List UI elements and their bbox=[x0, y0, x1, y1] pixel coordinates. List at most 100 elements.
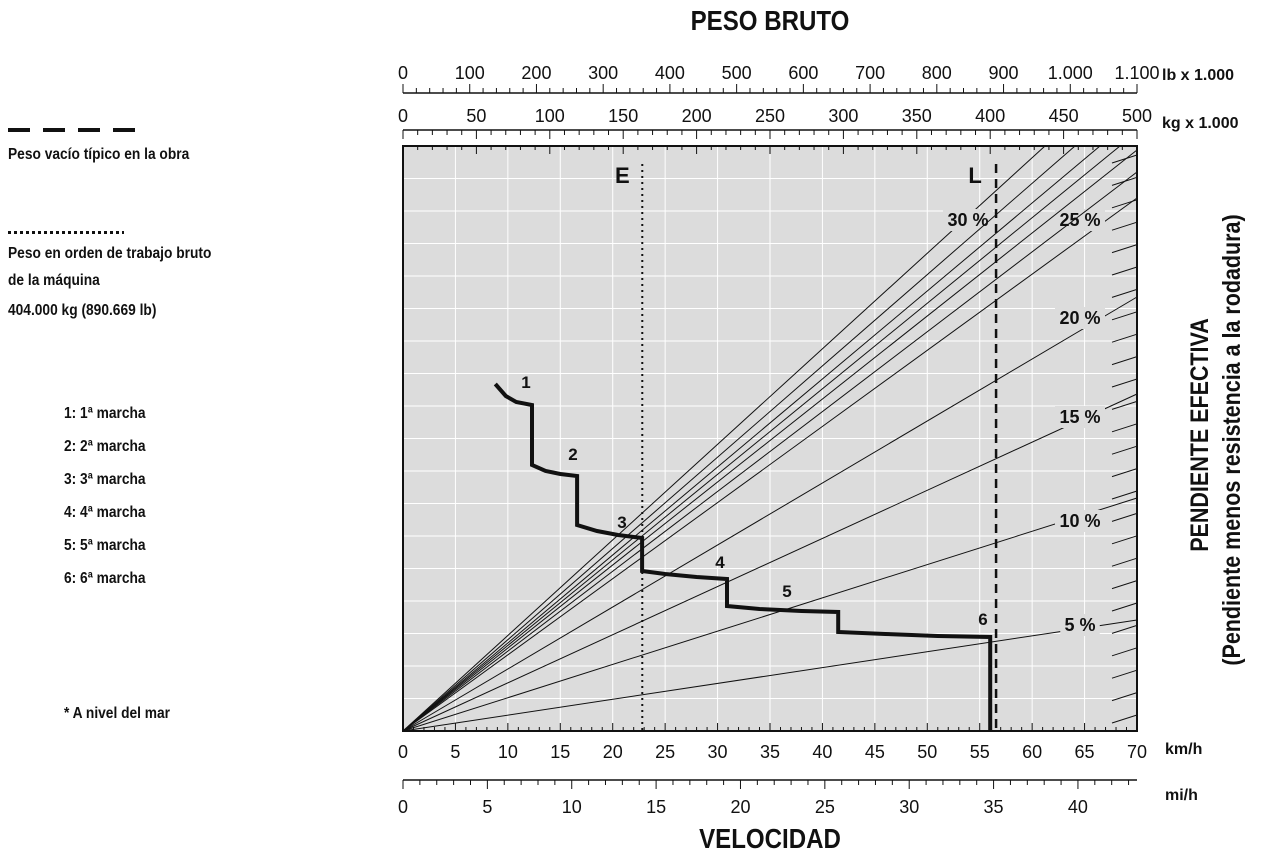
grade-label-bg bbox=[1055, 307, 1105, 329]
grade-line-5 bbox=[402, 619, 1138, 732]
rimpull-curve bbox=[493, 382, 993, 731]
kg-tick-label: 0 bbox=[398, 106, 408, 126]
grade-tick bbox=[1111, 176, 1138, 186]
gear-curve-label-6: 6 bbox=[978, 610, 987, 629]
empty-weight-label: E bbox=[615, 163, 630, 188]
mph-tick-label: 10 bbox=[562, 797, 582, 817]
kmh-tick-label: 35 bbox=[760, 742, 780, 762]
lb-tick-label: 0 bbox=[398, 63, 408, 83]
lb-tick-label: 1.000 bbox=[1048, 63, 1093, 83]
grade-tick bbox=[1111, 512, 1138, 522]
grade-tick bbox=[1111, 445, 1138, 455]
grade-label-5: 5 % bbox=[1064, 615, 1095, 635]
kg-tick-label: 350 bbox=[902, 106, 932, 126]
x-axis-title: VELOCIDAD bbox=[699, 822, 841, 854]
grade-tick bbox=[1111, 356, 1138, 366]
grade-line-30 bbox=[402, 145, 1046, 732]
mph-tick-label: 30 bbox=[899, 797, 919, 817]
grade-tick bbox=[1111, 400, 1138, 410]
lb-tick-label: 1.100 bbox=[1114, 63, 1159, 83]
grade-tick bbox=[1111, 244, 1138, 254]
grade-label-20: 20 % bbox=[1059, 308, 1100, 328]
grade-line-steep bbox=[402, 145, 1076, 732]
grade-tick bbox=[1111, 221, 1138, 231]
right-axis-subtitle: (Pendiente menos resistencia a la rodadu… bbox=[1217, 214, 1245, 665]
kmh-tick-label: 10 bbox=[498, 742, 518, 762]
grade-label-30: 30 % bbox=[947, 210, 988, 230]
gross-weight-value: 404.000 kg (890.669 lb) bbox=[8, 302, 157, 319]
loaded-weight-label: L bbox=[968, 163, 981, 188]
grade-tick bbox=[1111, 288, 1138, 298]
gear-legend-item-5: 5: 5ª marcha bbox=[64, 537, 146, 554]
kmh-tick-label: 60 bbox=[1022, 742, 1042, 762]
empty-weight-legend-label: Peso vacío típico en la obra bbox=[8, 146, 190, 163]
gear-curve-label-5: 5 bbox=[782, 582, 791, 601]
kg-tick-label: 200 bbox=[682, 106, 712, 126]
grade-tick bbox=[1111, 647, 1138, 657]
lb-tick-label: 700 bbox=[855, 63, 885, 83]
kmh-tick-label: 45 bbox=[865, 742, 885, 762]
sea-level-note: * A nivel del mar bbox=[64, 705, 171, 722]
kmh-tick-label: 40 bbox=[812, 742, 832, 762]
kmh-tick-label: 20 bbox=[603, 742, 623, 762]
grade-tick bbox=[1111, 602, 1138, 612]
gear-curve-label-4: 4 bbox=[715, 553, 725, 572]
grade-tick bbox=[1111, 580, 1138, 590]
grade-tick bbox=[1111, 557, 1138, 567]
kmh-tick-label: 0 bbox=[398, 742, 408, 762]
kmh-tick-label: 50 bbox=[917, 742, 937, 762]
grade-line-steep bbox=[402, 171, 1138, 732]
gear-curve-label-2: 2 bbox=[568, 445, 577, 464]
lb-tick-label: 400 bbox=[655, 63, 685, 83]
mph-tick-label: 25 bbox=[815, 797, 835, 817]
chart-title: PESO BRUTO bbox=[691, 4, 850, 36]
grade-line-25 bbox=[402, 197, 1138, 732]
lb-tick-label: 800 bbox=[922, 63, 952, 83]
grade-tick bbox=[1111, 490, 1138, 500]
kmh-tick-label: 70 bbox=[1127, 742, 1147, 762]
grade-label-10: 10 % bbox=[1059, 511, 1100, 531]
grade-tick bbox=[1111, 378, 1138, 388]
grade-tick bbox=[1111, 266, 1138, 276]
kg-tick-label: 150 bbox=[608, 106, 638, 126]
mph-tick-label: 0 bbox=[398, 797, 408, 817]
grade-tick bbox=[1111, 333, 1138, 343]
grade-tick bbox=[1111, 714, 1138, 724]
grade-tick bbox=[1111, 692, 1138, 702]
grade-tick bbox=[1111, 154, 1138, 164]
kg-tick-label: 400 bbox=[975, 106, 1005, 126]
grade-line-15 bbox=[402, 393, 1138, 732]
grade-line-steep bbox=[402, 149, 1138, 732]
grade-label-25: 25 % bbox=[1059, 210, 1100, 230]
kg-tick-label: 300 bbox=[828, 106, 858, 126]
kmh-tick-label: 15 bbox=[550, 742, 570, 762]
mph-tick-label: 35 bbox=[984, 797, 1004, 817]
kmh-tick-label: 5 bbox=[450, 742, 460, 762]
grade-tick bbox=[1111, 311, 1138, 321]
gross-weight-legend-line2: de la máquina bbox=[8, 272, 100, 289]
grade-label-bg bbox=[1055, 510, 1105, 532]
gross-weight-legend-line bbox=[8, 231, 124, 234]
gear-legend-item-1: 1: 1ª marcha bbox=[64, 405, 146, 422]
grade-tick bbox=[1111, 468, 1138, 478]
grade-label-15: 15 % bbox=[1059, 407, 1100, 427]
gear-legend-item-4: 4: 4ª marcha bbox=[64, 504, 146, 521]
kg-tick-label: 100 bbox=[535, 106, 565, 126]
mph-tick-label: 15 bbox=[646, 797, 666, 817]
mph-tick-label: 40 bbox=[1068, 797, 1088, 817]
lb-tick-label: 100 bbox=[455, 63, 485, 83]
kmh-axis-unit: km/h bbox=[1165, 741, 1202, 758]
lb-tick-label: 500 bbox=[722, 63, 752, 83]
lb-tick-label: 900 bbox=[989, 63, 1019, 83]
gear-legend-item-6: 6: 6ª marcha bbox=[64, 570, 146, 587]
mph-axis-unit: mi/h bbox=[1165, 787, 1198, 804]
kg-tick-label: 250 bbox=[755, 106, 785, 126]
grade-line-steep bbox=[402, 145, 1101, 732]
grade-line-20 bbox=[402, 296, 1138, 732]
gear-curve-label-3: 3 bbox=[617, 513, 626, 532]
kmh-tick-label: 55 bbox=[970, 742, 990, 762]
lb-axis-unit: lb x 1.000 bbox=[1162, 67, 1234, 84]
grade-tick bbox=[1111, 199, 1138, 209]
mph-tick-label: 5 bbox=[482, 797, 492, 817]
